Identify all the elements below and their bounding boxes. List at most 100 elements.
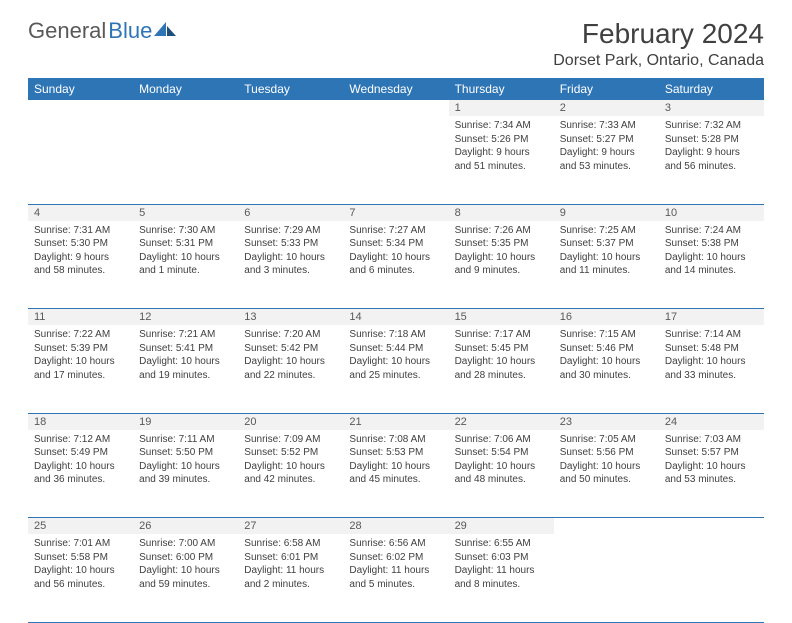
sunrise-line: Sunrise: 7:27 AM [349,224,442,238]
content-row: Sunrise: 7:01 AMSunset: 5:58 PMDaylight:… [28,534,764,622]
sunrise-line: Sunrise: 7:25 AM [560,224,653,238]
day-number-cell: 8 [449,204,554,221]
sunrise-line: Sunrise: 7:03 AM [665,433,758,447]
daylight-line: Daylight: 10 hours and 17 minutes. [34,355,127,382]
day-content: Sunrise: 7:32 AMSunset: 5:28 PMDaylight:… [659,116,764,179]
day-number-cell: 16 [554,309,659,326]
sunrise-line: Sunrise: 7:09 AM [244,433,337,447]
day-cell: Sunrise: 7:17 AMSunset: 5:45 PMDaylight:… [449,325,554,413]
day-content: Sunrise: 7:01 AMSunset: 5:58 PMDaylight:… [28,534,133,597]
day-number-cell: 9 [554,204,659,221]
sunset-line: Sunset: 5:58 PM [34,551,127,565]
day-content: Sunrise: 7:25 AMSunset: 5:37 PMDaylight:… [554,221,659,284]
day-number-cell: 17 [659,309,764,326]
sunrise-line: Sunrise: 7:08 AM [349,433,442,447]
day-number-cell: 7 [343,204,448,221]
day-content: Sunrise: 6:55 AMSunset: 6:03 PMDaylight:… [449,534,554,597]
daylight-line: Daylight: 10 hours and 19 minutes. [139,355,232,382]
day-cell: Sunrise: 7:05 AMSunset: 5:56 PMDaylight:… [554,430,659,518]
daylight-line: Daylight: 10 hours and 50 minutes. [560,460,653,487]
daylight-line: Daylight: 11 hours and 8 minutes. [455,564,548,591]
day-content: Sunrise: 7:09 AMSunset: 5:52 PMDaylight:… [238,430,343,493]
day-header-row: SundayMondayTuesdayWednesdayThursdayFrid… [28,78,764,100]
day-number-cell: 28 [343,518,448,535]
day-content: Sunrise: 7:26 AMSunset: 5:35 PMDaylight:… [449,221,554,284]
day-content: Sunrise: 7:34 AMSunset: 5:26 PMDaylight:… [449,116,554,179]
header: GeneralBlue February 2024 Dorset Park, O… [28,18,764,70]
day-cell: Sunrise: 6:55 AMSunset: 6:03 PMDaylight:… [449,534,554,622]
day-number-cell: 4 [28,204,133,221]
day-content: Sunrise: 7:33 AMSunset: 5:27 PMDaylight:… [554,116,659,179]
logo: GeneralBlue [28,18,176,44]
day-content: Sunrise: 7:08 AMSunset: 5:53 PMDaylight:… [343,430,448,493]
day-content: Sunrise: 7:18 AMSunset: 5:44 PMDaylight:… [343,325,448,388]
daylight-line: Daylight: 10 hours and 36 minutes. [34,460,127,487]
day-header: Monday [133,78,238,100]
calendar-body: 123Sunrise: 7:34 AMSunset: 5:26 PMDaylig… [28,100,764,622]
day-number-cell: 12 [133,309,238,326]
daynum-row: 123 [28,100,764,116]
daylight-line: Daylight: 10 hours and 30 minutes. [560,355,653,382]
daynum-row: 18192021222324 [28,413,764,430]
sunset-line: Sunset: 5:28 PM [665,133,758,147]
sunset-line: Sunset: 5:31 PM [139,237,232,251]
sunset-line: Sunset: 5:56 PM [560,446,653,460]
sunrise-line: Sunrise: 7:21 AM [139,328,232,342]
daylight-line: Daylight: 10 hours and 45 minutes. [349,460,442,487]
location: Dorset Park, Ontario, Canada [553,52,764,70]
sunset-line: Sunset: 6:03 PM [455,551,548,565]
day-number-cell: 11 [28,309,133,326]
sunrise-line: Sunrise: 7:26 AM [455,224,548,238]
daylight-line: Daylight: 9 hours and 56 minutes. [665,146,758,173]
day-number-cell: 13 [238,309,343,326]
day-cell: Sunrise: 7:32 AMSunset: 5:28 PMDaylight:… [659,116,764,204]
sunset-line: Sunset: 5:33 PM [244,237,337,251]
day-number-cell: 23 [554,413,659,430]
sunset-line: Sunset: 5:44 PM [349,342,442,356]
day-number-cell: 27 [238,518,343,535]
sunset-line: Sunset: 5:49 PM [34,446,127,460]
sunset-line: Sunset: 6:00 PM [139,551,232,565]
daylight-line: Daylight: 10 hours and 53 minutes. [665,460,758,487]
sunrise-line: Sunrise: 7:17 AM [455,328,548,342]
day-cell [28,116,133,204]
sunset-line: Sunset: 6:01 PM [244,551,337,565]
day-number-cell: 26 [133,518,238,535]
day-number-cell: 6 [238,204,343,221]
sunrise-line: Sunrise: 7:05 AM [560,433,653,447]
daylight-line: Daylight: 10 hours and 11 minutes. [560,251,653,278]
content-row: Sunrise: 7:12 AMSunset: 5:49 PMDaylight:… [28,430,764,518]
day-header: Thursday [449,78,554,100]
daylight-line: Daylight: 10 hours and 9 minutes. [455,251,548,278]
daylight-line: Daylight: 9 hours and 53 minutes. [560,146,653,173]
day-number-cell: 3 [659,100,764,116]
sunset-line: Sunset: 5:53 PM [349,446,442,460]
day-content: Sunrise: 7:17 AMSunset: 5:45 PMDaylight:… [449,325,554,388]
sunrise-line: Sunrise: 7:31 AM [34,224,127,238]
daylight-line: Daylight: 10 hours and 25 minutes. [349,355,442,382]
day-number-cell [28,100,133,116]
day-number-cell [659,518,764,535]
sunset-line: Sunset: 5:27 PM [560,133,653,147]
daylight-line: Daylight: 10 hours and 22 minutes. [244,355,337,382]
day-number-cell: 10 [659,204,764,221]
day-cell: Sunrise: 7:14 AMSunset: 5:48 PMDaylight:… [659,325,764,413]
daynum-row: 45678910 [28,204,764,221]
day-content: Sunrise: 6:56 AMSunset: 6:02 PMDaylight:… [343,534,448,597]
daylight-line: Daylight: 11 hours and 2 minutes. [244,564,337,591]
sunrise-line: Sunrise: 7:14 AM [665,328,758,342]
daylight-line: Daylight: 10 hours and 3 minutes. [244,251,337,278]
content-row: Sunrise: 7:31 AMSunset: 5:30 PMDaylight:… [28,221,764,309]
day-cell: Sunrise: 7:33 AMSunset: 5:27 PMDaylight:… [554,116,659,204]
day-cell: Sunrise: 7:03 AMSunset: 5:57 PMDaylight:… [659,430,764,518]
day-number-cell [343,100,448,116]
daylight-line: Daylight: 9 hours and 58 minutes. [34,251,127,278]
day-content: Sunrise: 7:20 AMSunset: 5:42 PMDaylight:… [238,325,343,388]
day-cell: Sunrise: 7:24 AMSunset: 5:38 PMDaylight:… [659,221,764,309]
daynum-row: 11121314151617 [28,309,764,326]
day-cell: Sunrise: 6:56 AMSunset: 6:02 PMDaylight:… [343,534,448,622]
day-content: Sunrise: 7:11 AMSunset: 5:50 PMDaylight:… [133,430,238,493]
daylight-line: Daylight: 10 hours and 6 minutes. [349,251,442,278]
day-header: Wednesday [343,78,448,100]
daylight-line: Daylight: 10 hours and 1 minute. [139,251,232,278]
